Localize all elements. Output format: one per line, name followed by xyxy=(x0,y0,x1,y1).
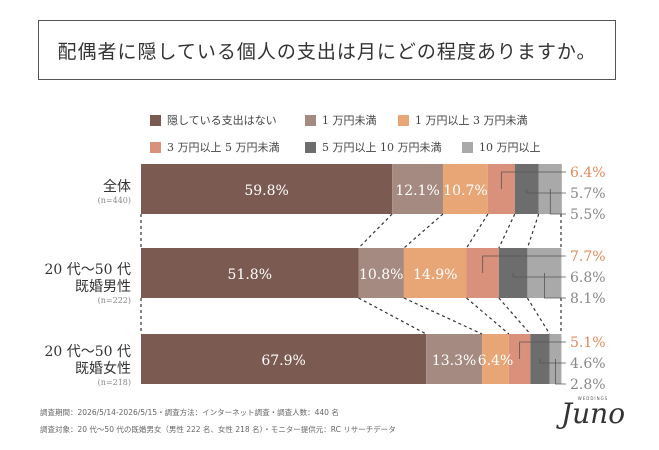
row-label-text: 全体 xyxy=(103,179,131,195)
data-label: 51.8% xyxy=(228,267,272,283)
bar-segment xyxy=(141,164,393,214)
legend-swatch xyxy=(305,114,316,126)
leader-line xyxy=(526,189,566,194)
leader-line xyxy=(500,171,566,189)
bar-segment xyxy=(442,164,488,214)
data-label-outside: 4.6% xyxy=(570,356,606,372)
logo-text: Juno xyxy=(560,397,626,430)
bar-segment xyxy=(358,248,404,298)
row-label-text: 20 代〜50 代 xyxy=(44,344,131,360)
legend-label: 3 万円以上 5 万円未満 xyxy=(167,141,280,154)
data-label: 59.8% xyxy=(244,183,288,199)
data-label: 6.4% xyxy=(478,353,514,369)
legend-label: 1 万円以上 3 万円未満 xyxy=(415,114,528,127)
legend-item-1-3: 1 万円以上 3 万円未満 xyxy=(398,112,528,128)
leader-line xyxy=(539,359,566,364)
bar-segment xyxy=(426,334,483,384)
row-label-n: (n=218) xyxy=(97,378,131,387)
connector-line xyxy=(466,297,510,335)
legend-label: 1 万円未満 xyxy=(322,114,377,127)
data-label: 67.9% xyxy=(261,353,305,369)
footer-survey-period: 調査期間：2026/5/14-2026/5/15・調査方法：インターネット調査・… xyxy=(40,408,339,417)
row-label-text: 既婚女性 xyxy=(75,361,131,377)
legend-label: 10 万円以上 xyxy=(479,141,541,154)
data-label-outside: 5.5% xyxy=(570,207,606,223)
leader-line xyxy=(519,341,566,359)
connector-line xyxy=(403,297,483,335)
leader-line xyxy=(544,273,566,299)
brand-logo: WEDDINGS Juno xyxy=(558,396,628,430)
row-label-all: 全体 (n=440) xyxy=(98,179,131,206)
connector-line xyxy=(498,297,531,335)
legend-swatch xyxy=(150,141,161,153)
row-label-text: 既婚男性 xyxy=(75,279,131,295)
data-label-outside: 5.7% xyxy=(570,186,606,202)
data-label-outside: 7.7% xyxy=(570,249,606,265)
row-label-n: (n=222) xyxy=(97,296,131,305)
data-label: 10.7% xyxy=(443,183,487,199)
legend-swatch xyxy=(398,114,409,126)
legend-item-under-1: 1 万円未満 xyxy=(305,112,377,128)
data-label: 13.3% xyxy=(432,353,476,369)
leader-line xyxy=(512,273,566,278)
legend-item-3-5: 3 万円以上 5 万円未満 xyxy=(150,139,280,155)
bar-segment xyxy=(141,334,427,384)
data-label: 10.8% xyxy=(359,267,403,283)
row-label-n: (n=440) xyxy=(97,196,131,205)
legend-swatch xyxy=(305,141,316,153)
connector-line xyxy=(526,213,540,249)
bar-segment xyxy=(482,334,509,384)
legend-swatch xyxy=(150,114,161,126)
data-label: 12.1% xyxy=(395,183,439,199)
connector-line xyxy=(526,297,551,335)
data-label-outside: 8.1% xyxy=(570,291,606,307)
connector-line xyxy=(403,213,444,249)
row-label-text: 20 代〜50 代 xyxy=(44,262,131,278)
footer-survey-target: 調査対象：20 代〜50 代の既婚男女（男性 222 名、女性 218 名）・モ… xyxy=(40,425,396,434)
legend-item-none: 隠している支出はない xyxy=(150,112,277,128)
connector-line xyxy=(358,213,393,249)
data-label: 14.9% xyxy=(413,267,457,283)
bar-segment xyxy=(403,248,467,298)
row-label-women: 20 代〜50 代 既婚女性 (n=218) xyxy=(44,344,131,388)
leader-line xyxy=(549,189,566,215)
chart-title: 配偶者に隠している個人の支出は月にどの程度ありますか。 xyxy=(38,20,616,80)
logo-small-text: WEDDINGS xyxy=(577,396,609,401)
row-label-men: 20 代〜50 代 既婚男性 (n=222) xyxy=(44,262,131,306)
bar-segment xyxy=(141,248,359,298)
data-label-outside: 2.8% xyxy=(570,377,606,393)
legend-item-5-10: 5 万円以上 10 万円未満 xyxy=(305,139,442,155)
legend-swatch xyxy=(462,141,473,153)
legend-label: 5 万円以上 10 万円未満 xyxy=(322,141,442,154)
legend-label: 隠している支出はない xyxy=(167,114,277,127)
leader-line xyxy=(482,255,566,273)
connector-line xyxy=(498,213,516,249)
legend-item-over-10: 10 万円以上 xyxy=(462,139,541,155)
connector-line xyxy=(358,297,427,335)
leader-line xyxy=(555,359,566,385)
bar-segment xyxy=(392,164,443,214)
data-label-outside: 5.1% xyxy=(570,335,606,351)
connector-line xyxy=(465,213,489,249)
data-label-outside: 6.8% xyxy=(570,270,606,286)
data-label-outside: 6.4% xyxy=(570,165,606,181)
